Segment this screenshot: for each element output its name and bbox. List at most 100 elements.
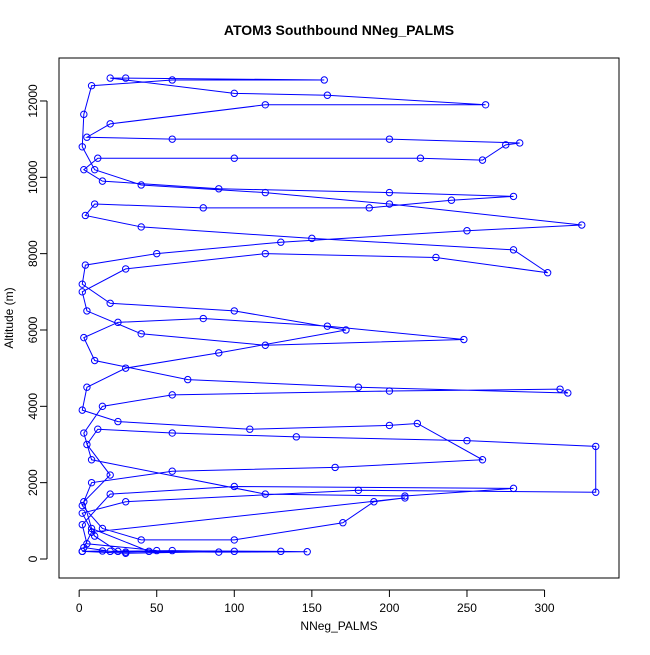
y-tick-label: 6000	[26, 316, 40, 343]
data-point	[592, 442, 600, 451]
data-point	[303, 548, 311, 556]
data-point	[543, 269, 552, 277]
data-point	[114, 417, 122, 426]
data-point	[87, 528, 96, 536]
y-tick-label: 4000	[26, 393, 40, 420]
data-point	[114, 318, 122, 327]
data-point	[478, 456, 487, 464]
data-point	[137, 223, 145, 231]
data-point	[385, 135, 394, 143]
data-point	[137, 330, 145, 338]
data-point	[168, 467, 176, 475]
chart-title: ATOM3 Southbound NNeg_PALMS	[224, 22, 454, 38]
plot-frame	[58, 57, 620, 579]
data-point	[78, 280, 86, 288]
data-point	[416, 154, 425, 162]
data-point	[230, 89, 238, 98]
data-point	[114, 547, 122, 556]
data-point	[385, 387, 394, 395]
data-point	[261, 341, 270, 349]
data-point	[509, 192, 518, 201]
data-point	[168, 135, 176, 143]
data-point	[370, 498, 378, 506]
data-point	[78, 501, 86, 510]
x-tick-label: 50	[150, 601, 164, 615]
data-point	[246, 425, 254, 433]
x-tick-label: 100	[224, 601, 244, 615]
data-point	[106, 299, 114, 307]
data-point	[80, 498, 88, 506]
data-point	[215, 349, 223, 357]
data-point	[592, 488, 600, 496]
data-point	[90, 200, 99, 208]
data-point	[137, 181, 145, 189]
data-point	[199, 314, 207, 323]
data-point	[502, 141, 510, 149]
data-point	[168, 429, 176, 437]
data-point	[87, 478, 96, 487]
data-point	[556, 385, 564, 393]
data-point	[78, 547, 86, 556]
data-point	[78, 520, 86, 529]
data-point	[365, 204, 373, 212]
data-point	[81, 261, 90, 269]
data-point	[98, 547, 107, 555]
data-point	[447, 196, 456, 204]
data-point	[80, 165, 88, 174]
data-point	[478, 156, 487, 164]
data-point	[463, 227, 471, 235]
data-point	[106, 547, 114, 556]
data-point	[401, 494, 409, 502]
data-point	[578, 221, 586, 229]
y-tick-label: 8000	[26, 240, 40, 267]
data-point	[463, 436, 471, 445]
y-axis-label: Altitude (m)	[2, 287, 16, 348]
data-point	[78, 406, 86, 414]
data-point	[80, 429, 88, 437]
data-point	[87, 456, 96, 464]
x-axis-label: NNeg_PALMS	[300, 619, 377, 633]
data-point	[168, 76, 176, 84]
data-point	[481, 101, 490, 109]
data-point	[153, 546, 161, 555]
x-tick-label: 150	[302, 601, 322, 615]
data-point	[184, 375, 192, 384]
data-point	[230, 536, 238, 544]
data-point	[122, 74, 130, 82]
data-point	[122, 498, 130, 506]
data-point	[98, 177, 107, 185]
data-point	[78, 143, 86, 151]
data-point	[83, 383, 91, 391]
data-point	[83, 307, 91, 315]
data-point	[106, 471, 114, 479]
data-point	[230, 482, 238, 491]
y-tick-label: 0	[26, 555, 40, 562]
data-point	[292, 433, 301, 441]
data-point	[385, 200, 394, 208]
data-point	[168, 546, 176, 555]
data-point	[323, 322, 332, 330]
data-point	[106, 74, 114, 82]
data-point	[261, 188, 270, 197]
data-point	[354, 486, 363, 494]
data-point	[78, 288, 86, 296]
data-point	[98, 524, 107, 533]
data-point	[78, 509, 86, 517]
data-point	[122, 364, 130, 372]
data-point	[230, 547, 238, 556]
data-point	[308, 234, 316, 243]
data-point	[323, 91, 332, 99]
data-point	[385, 188, 394, 197]
data-point	[215, 548, 223, 556]
data-point	[98, 402, 107, 411]
data-point	[277, 238, 285, 246]
data-point	[432, 253, 440, 262]
data-point	[277, 547, 285, 556]
data-point	[460, 335, 468, 344]
x-tick-label: 200	[379, 601, 399, 615]
data-point	[230, 307, 238, 315]
x-tick-label: 300	[535, 601, 555, 615]
data-point	[106, 490, 114, 498]
